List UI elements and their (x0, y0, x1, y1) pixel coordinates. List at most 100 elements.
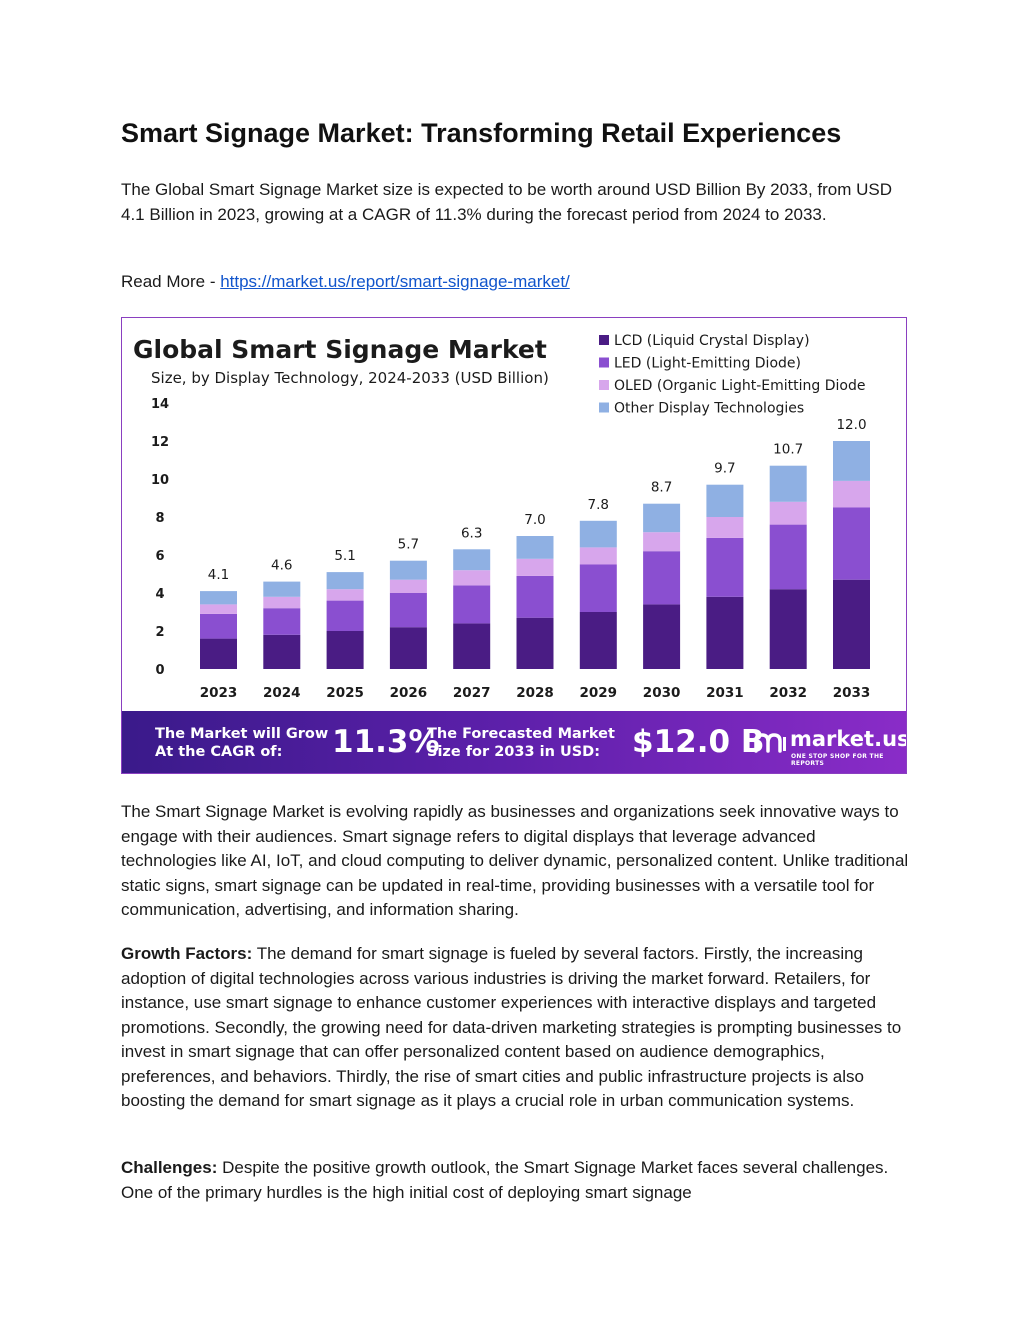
bar-segment (643, 604, 681, 669)
x-tick-label: 2029 (580, 685, 618, 701)
bar-segment (453, 570, 491, 586)
logo-tagline: ONE STOP SHOP FOR THE REPORTS (791, 753, 884, 767)
legend-label: Other Display Technologies (614, 401, 804, 417)
x-tick-label: 2032 (769, 685, 807, 701)
bar-segment (706, 484, 744, 517)
y-tick-label: 6 (155, 549, 164, 564)
bar-segment (769, 524, 807, 590)
bar-total-label: 7.0 (524, 512, 545, 528)
bar-segment (579, 612, 617, 669)
bar-total-label: 12.0 (836, 417, 866, 433)
bar-segment (263, 634, 301, 669)
legend-label: LED (Light-Emitting Diode) (614, 356, 801, 372)
y-tick-label: 14 (151, 397, 169, 412)
bar-segment (769, 465, 807, 502)
bar-segment (263, 608, 301, 635)
challenges-heading: Challenges: (121, 1158, 218, 1177)
chart-subtitle: Size, by Display Technology, 2024-2033 (… (151, 369, 549, 387)
bar-segment (389, 593, 427, 628)
bar-segment (453, 623, 491, 669)
bar-segment (706, 596, 744, 669)
forecast-size-label: The Forecasted Market Size for 2033 in U… (427, 725, 615, 761)
bar-segment (516, 617, 554, 669)
x-tick-label: 2030 (643, 685, 681, 701)
forecast-size-value: $12.0 B (632, 724, 765, 760)
x-tick-label: 2027 (453, 685, 491, 701)
legend: LCD (Liquid Crystal Display) LED (Light-E… (599, 333, 865, 417)
legend-swatch (599, 402, 609, 413)
forecast-size-label-line1: The Forecasted Market (427, 726, 615, 742)
read-more-line: Read More - https://market.us/report/sma… (121, 270, 911, 295)
x-tick-label: 2025 (326, 685, 364, 701)
bar-segment (389, 579, 427, 593)
bar-segment (389, 627, 427, 669)
legend-label: LCD (Liquid Crystal Display) (614, 333, 810, 349)
stacked-bar-chart: Global Smart Signage Market Size, by Dis… (133, 333, 871, 701)
bar-segment (200, 604, 237, 614)
bar-segment (516, 536, 554, 559)
bar-segment (643, 551, 681, 605)
bar-segment (516, 558, 554, 576)
y-tick-label: 4 (155, 587, 164, 602)
cagr-label-line1: The Market will Grow (155, 726, 329, 742)
x-tick-label: 2028 (516, 685, 554, 701)
legend-swatch (599, 357, 609, 368)
read-more-link[interactable]: https://market.us/report/smart-signage-m… (220, 272, 570, 291)
bar-segment (200, 591, 237, 605)
bar-segment (643, 532, 681, 552)
legend-swatch (599, 335, 609, 345)
bar-segment (833, 507, 870, 580)
growth-factors-text: The demand for smart signage is fueled b… (121, 944, 902, 1110)
bar-segment (326, 631, 364, 669)
bar-segment (833, 441, 870, 481)
y-tick-label: 12 (151, 435, 169, 450)
bar-segment (453, 585, 491, 624)
bars-group (200, 441, 870, 669)
bar-total-label: 9.7 (714, 461, 735, 477)
paragraph-overview: The Smart Signage Market is evolving rap… (121, 802, 909, 919)
bar-segment (833, 480, 870, 508)
cagr-label: The Market will Grow At the CAGR of: (155, 725, 328, 761)
x-tick-label: 2031 (706, 685, 744, 701)
logo-wordmark: market.us (790, 727, 907, 751)
bar-total-label: 7.8 (588, 497, 609, 513)
x-tick-label: 2024 (263, 685, 301, 701)
y-tick-label: 2 (155, 625, 164, 640)
growth-factors-heading: Growth Factors: (121, 944, 253, 963)
bar-segment (326, 572, 364, 590)
y-tick-label: 0 (155, 663, 164, 678)
x-tick-label: 2033 (833, 685, 871, 701)
market-us-logo-icon (754, 733, 786, 753)
bar-segment (263, 581, 301, 597)
forecast-size-label-line2: Size for 2033 in USD: (427, 744, 601, 760)
bar-total-label: 8.7 (651, 480, 672, 496)
page-title: Smart Signage Market: Transforming Retai… (121, 118, 842, 148)
bar-total-label: 4.1 (208, 567, 229, 583)
bar-segment (579, 520, 617, 548)
summary-banner: The Market will Grow At the CAGR of: 11.… (122, 711, 907, 773)
bar-segment (389, 560, 427, 580)
chart-title: Global Smart Signage Market (133, 335, 547, 364)
cagr-value: 11.3% (332, 724, 440, 760)
bar-segment (516, 575, 554, 618)
intro-paragraph: The Global Smart Signage Market size is … (121, 180, 893, 224)
legend-label: OLED (Organic Light-Emitting Diode (614, 378, 865, 394)
x-tick-label: 2026 (390, 685, 428, 701)
market-chart-figure: Global Smart Signage Market Size, by Dis… (121, 317, 907, 774)
y-tick-label: 10 (151, 473, 169, 488)
challenges-text: Despite the positive growth outlook, the… (121, 1158, 889, 1202)
bar-segment (326, 589, 364, 601)
x-tick-label: 2023 (200, 685, 238, 701)
bar-segment (453, 549, 491, 571)
legend-swatch (599, 380, 609, 390)
bar-total-label: 5.1 (334, 548, 355, 564)
paragraph-growth-factors: Growth Factors: The demand for smart sig… (121, 942, 911, 1114)
y-tick-label: 8 (155, 511, 164, 526)
bar-total-label: 10.7 (773, 442, 803, 458)
bar-segment (200, 638, 237, 669)
bar-segment (769, 589, 807, 669)
read-more-label: Read More - (121, 272, 221, 291)
bar-segment (326, 600, 364, 631)
bar-segment (706, 517, 744, 538)
bar-total-label: 6.3 (461, 525, 482, 541)
